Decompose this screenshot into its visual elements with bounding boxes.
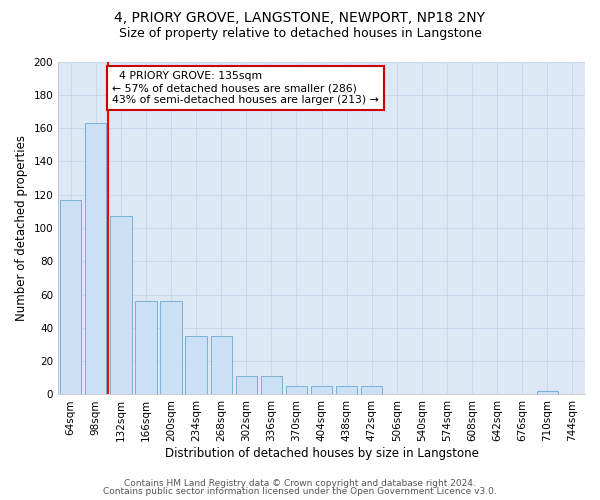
Text: Contains HM Land Registry data © Crown copyright and database right 2024.: Contains HM Land Registry data © Crown c… xyxy=(124,478,476,488)
Bar xyxy=(361,386,382,394)
Bar xyxy=(185,336,207,394)
Bar xyxy=(537,391,558,394)
Bar xyxy=(261,376,282,394)
Bar xyxy=(336,386,358,394)
Text: Contains public sector information licensed under the Open Government Licence v3: Contains public sector information licen… xyxy=(103,487,497,496)
Bar xyxy=(236,376,257,394)
Text: 4 PRIORY GROVE: 135sqm
← 57% of detached houses are smaller (286)
43% of semi-de: 4 PRIORY GROVE: 135sqm ← 57% of detached… xyxy=(112,72,379,104)
Bar xyxy=(60,200,82,394)
Y-axis label: Number of detached properties: Number of detached properties xyxy=(15,135,28,321)
Bar xyxy=(110,216,131,394)
Text: 4, PRIORY GROVE, LANGSTONE, NEWPORT, NP18 2NY: 4, PRIORY GROVE, LANGSTONE, NEWPORT, NP1… xyxy=(115,12,485,26)
Bar xyxy=(85,123,106,394)
Bar xyxy=(311,386,332,394)
X-axis label: Distribution of detached houses by size in Langstone: Distribution of detached houses by size … xyxy=(164,447,479,460)
Bar xyxy=(136,301,157,394)
Bar xyxy=(211,336,232,394)
Bar xyxy=(160,301,182,394)
Bar xyxy=(286,386,307,394)
Text: Size of property relative to detached houses in Langstone: Size of property relative to detached ho… xyxy=(119,28,481,40)
